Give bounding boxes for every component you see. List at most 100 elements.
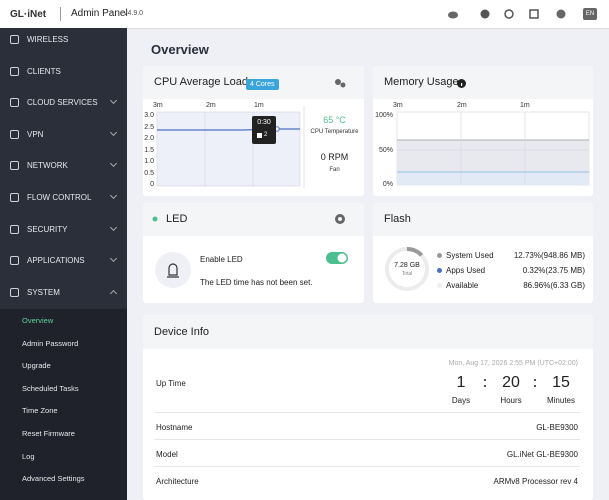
menu-item[interactable]: VPN — [0, 128, 127, 142]
row-separator — [154, 412, 580, 413]
submenu-item[interactable]: Advanced Settings — [22, 474, 85, 484]
y-axis-label: 1.5 — [144, 146, 154, 154]
menu-item[interactable]: SYSTEM — [0, 286, 127, 300]
chevron — [109, 160, 118, 168]
menu-icon — [10, 35, 19, 44]
uptime-unit: Hours — [500, 396, 522, 405]
tooltip-value: 2 — [264, 132, 268, 138]
menu-label: SYSTEM — [27, 287, 60, 297]
menu-item[interactable]: SECURITY — [0, 223, 127, 237]
cpu-temperature-label: CPU Temperature — [310, 129, 359, 135]
colon — [484, 379, 486, 387]
legend-dot — [437, 283, 442, 288]
led-toggle[interactable] — [326, 251, 348, 265]
submenu-item[interactable]: Log — [22, 451, 35, 461]
uptime-label: Up Time — [156, 379, 186, 388]
menu-item[interactable]: CLOUD SERVICES — [0, 96, 127, 110]
legend-dot — [437, 253, 442, 258]
menu-icon — [10, 193, 19, 202]
legend-value: 86.96%(6.33 GB) — [523, 281, 585, 290]
submenu-item[interactable]: Upgrade — [22, 361, 51, 371]
logo[interactable]: GL·iNet — [10, 9, 47, 20]
info-icon[interactable] — [457, 79, 466, 88]
card-title: Flash — [384, 213, 411, 225]
y-axis-label: 0 — [150, 181, 154, 188]
menu-item[interactable]: APPLICATIONS — [0, 254, 127, 268]
y-axis-label: 1.0 — [144, 158, 154, 165]
theme-icon[interactable] — [556, 9, 566, 19]
chevron — [109, 223, 118, 231]
chevron — [109, 128, 118, 136]
cpu-card: CPU Average Load 4 Cores 0:30 2 65 °C CP… — [143, 66, 364, 196]
y-axis-label: 100% — [375, 112, 393, 119]
row-value: GL.iNet GL-BE9300 — [506, 450, 578, 459]
menu-item[interactable]: NETWORK — [0, 159, 127, 173]
menu-label: SECURITY — [27, 224, 68, 234]
tooltip-time: 0:30 — [257, 119, 271, 126]
menu-item[interactable]: FLOW CONTROL — [0, 191, 127, 205]
language-button[interactable]: EN — [583, 8, 597, 20]
menu-label: CLIENTS — [27, 66, 61, 76]
menu-icon — [10, 256, 19, 266]
fan-label: Fan — [329, 167, 340, 173]
menu-icon — [10, 98, 19, 108]
submenu-item[interactable]: Overview — [22, 316, 54, 325]
card-header — [373, 203, 593, 236]
chevron — [109, 289, 118, 297]
menu-icon — [10, 161, 19, 171]
separator — [60, 7, 61, 21]
submenu-item[interactable]: Admin Password — [22, 338, 79, 348]
flash-total: 7.28 GB — [394, 262, 420, 269]
fan-speed: 0 RPM — [320, 152, 349, 162]
legend-value: 0.32%(23.75 MB) — [522, 266, 585, 275]
card-header — [373, 66, 593, 99]
card-title: LED — [166, 213, 188, 225]
legend-value: 12.73%(948.86 MB) — [513, 251, 585, 260]
menu-item[interactable]: CLIENTS — [0, 65, 127, 79]
toggle-label: Enable LED — [200, 255, 243, 264]
submenu-item[interactable]: Scheduled Tasks — [22, 383, 79, 393]
uptime-value: 1 — [456, 374, 466, 391]
led-message: The LED time has not been set. — [200, 278, 313, 287]
legend-dot — [437, 268, 442, 273]
chevron — [109, 191, 118, 200]
row-separator — [154, 466, 580, 467]
card-header — [143, 203, 364, 236]
device-info-card: Device Info Mon, Aug 17, 2026 2:55 PM (U… — [143, 315, 593, 500]
menu-label: VPN — [27, 129, 44, 139]
legend-name: Apps Used — [446, 266, 486, 275]
settings-icon[interactable] — [334, 213, 346, 225]
help-icon[interactable] — [480, 9, 490, 19]
status-dot — [152, 216, 158, 222]
menu-icon — [10, 224, 19, 234]
y-axis-label: 2.0 — [144, 135, 154, 142]
x-axis-label: 2m — [457, 102, 467, 109]
app-title: Admin Panel — [71, 8, 128, 19]
cores-badge: 4 Cores — [246, 79, 279, 90]
card-title: CPU Average Load — [154, 76, 248, 88]
colon — [534, 379, 536, 387]
y-axis-label: 3.0 — [144, 112, 154, 119]
row-label: Architecture — [156, 477, 199, 486]
chevron — [109, 255, 118, 263]
menu-item[interactable]: WIRELESS — [0, 33, 127, 47]
menu-icon — [10, 66, 19, 76]
menu-label: CLOUD SERVICES — [27, 98, 98, 108]
menu-label: WIRELESS — [27, 35, 69, 44]
chevron — [109, 97, 118, 105]
row-value: GL-BE9300 — [536, 423, 578, 432]
cloud-icon[interactable] — [448, 11, 458, 19]
submenu-item[interactable]: Time Zone — [22, 406, 58, 416]
y-axis-label: 0% — [382, 181, 393, 188]
power-icon[interactable] — [504, 9, 514, 19]
legend-name: Available — [446, 281, 479, 290]
memory-card: Memory Usage 3m 2m 1m 100% 50% 0% — [373, 66, 593, 196]
led-card: LED Enable LED The LED time has not been… — [143, 203, 364, 303]
submenu-item[interactable]: Reset Firmware — [22, 429, 75, 438]
cpu-icon[interactable] — [334, 77, 346, 89]
y-axis-label: 50% — [378, 146, 393, 154]
page-title: Overview — [151, 42, 209, 57]
version: v4.9.0 — [124, 10, 144, 17]
x-axis-label: 1m — [254, 102, 264, 109]
logout-icon[interactable] — [529, 9, 539, 19]
